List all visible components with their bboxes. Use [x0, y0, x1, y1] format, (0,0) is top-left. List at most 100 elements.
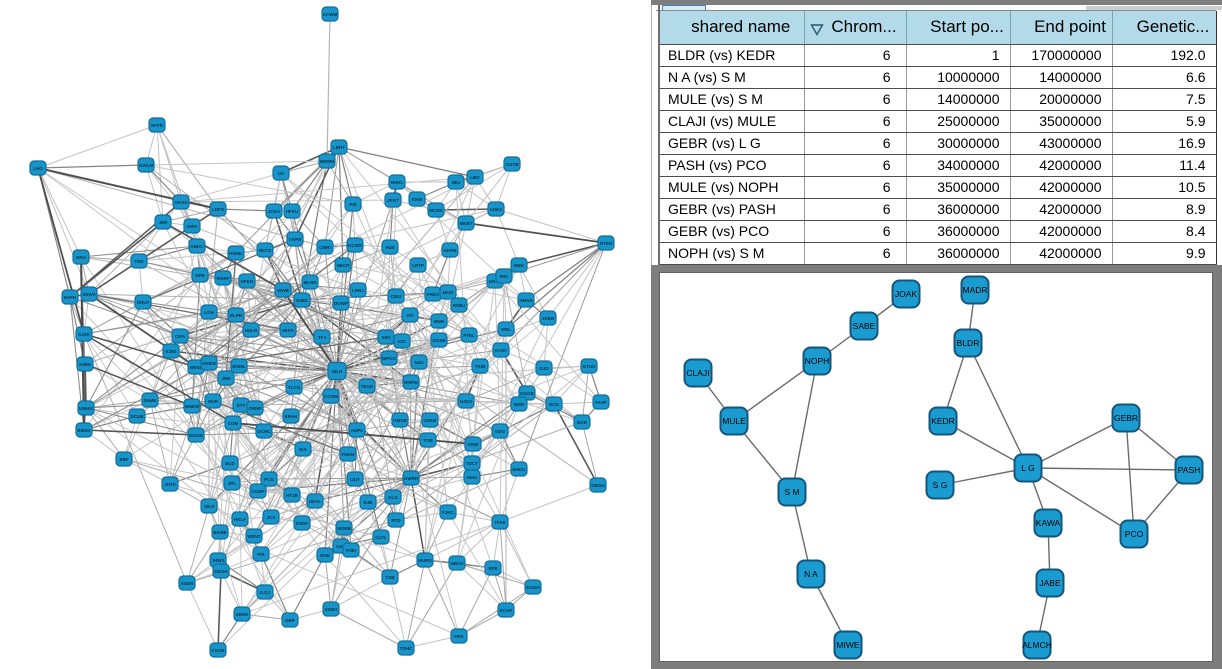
- svg-text:UMHG: UMHG: [79, 406, 93, 411]
- svg-text:OJG: OJG: [539, 366, 549, 371]
- svg-text:GMSB: GMSB: [393, 418, 407, 423]
- svg-text:MIWE: MIWE: [836, 640, 859, 650]
- svg-text:ERAH: ERAH: [285, 414, 298, 419]
- svg-text:WENT: WENT: [247, 534, 260, 539]
- svg-text:UILH: UILH: [332, 369, 343, 374]
- svg-text:JPL: JPL: [228, 481, 237, 486]
- svg-text:LBO: LBO: [470, 175, 480, 180]
- svg-text:MULE: MULE: [722, 416, 746, 426]
- svg-text:OGGB: OGGB: [520, 391, 535, 396]
- svg-text:TEUG: TEUG: [361, 384, 374, 389]
- svg-text:ILGJ: ILGJ: [260, 590, 270, 595]
- svg-text:GKPB: GKPB: [443, 248, 457, 253]
- svg-text:HUII: HUII: [386, 245, 395, 250]
- svg-text:NOPH: NOPH: [805, 356, 830, 366]
- svg-text:JGEB: JGEB: [542, 316, 555, 321]
- svg-text:KASC: KASC: [495, 348, 509, 353]
- svg-text:RKTS: RKTS: [259, 248, 271, 253]
- svg-text:KLO: KLO: [388, 495, 398, 500]
- svg-text:HJGS: HJGS: [460, 399, 472, 404]
- svg-text:TGHC: TGHC: [400, 646, 413, 651]
- svg-text:DPE: DPE: [195, 273, 204, 278]
- svg-text:TFAK: TFAK: [494, 520, 506, 525]
- svg-text:BNSL: BNSL: [190, 365, 203, 370]
- svg-text:HKLF: HKLF: [234, 517, 246, 522]
- svg-text:SGEH: SGEH: [181, 581, 194, 586]
- svg-text:GRAF: GRAF: [489, 279, 502, 284]
- svg-text:BKME: BKME: [213, 530, 226, 535]
- svg-text:EJB: EJB: [364, 500, 374, 505]
- svg-text:PCO: PCO: [1125, 529, 1144, 539]
- svg-text:CGEP: CGEP: [252, 489, 265, 494]
- svg-text:ALMCH: ALMCH: [1022, 640, 1052, 650]
- svg-text:NTEN: NTEN: [600, 241, 612, 246]
- svg-text:NHHL: NHHL: [391, 180, 404, 185]
- svg-text:SGEH: SGEH: [325, 607, 338, 612]
- svg-text:PIE: PIE: [349, 202, 356, 207]
- svg-text:MOBB: MOBB: [337, 526, 351, 531]
- svg-text:TND: TND: [134, 259, 144, 264]
- svg-text:KEDR: KEDR: [931, 416, 955, 426]
- svg-text:JOAK: JOAK: [895, 289, 918, 299]
- svg-text:DKOH: DKOH: [214, 569, 227, 574]
- svg-text:DCHC: DCHC: [258, 429, 272, 434]
- svg-text:MLND: MLND: [304, 280, 318, 285]
- svg-text:ECU: ECU: [549, 402, 559, 407]
- svg-text:JABE: JABE: [1039, 578, 1061, 588]
- svg-text:SEJI: SEJI: [204, 504, 214, 509]
- svg-text:TKBI: TKBI: [475, 364, 486, 369]
- svg-text:GTUO: GTUO: [583, 364, 596, 369]
- svg-text:IJUT: IJUT: [350, 477, 360, 482]
- svg-text:ODG: ODG: [495, 429, 506, 434]
- svg-text:GWRR: GWRR: [404, 476, 419, 481]
- svg-text:CIMJ: CIMJ: [391, 294, 402, 299]
- svg-text:FNKM: FNKM: [342, 452, 355, 457]
- svg-text:PASH: PASH: [1178, 465, 1201, 475]
- svg-text:KNW: KNW: [412, 197, 423, 202]
- svg-text:NMWH: NMWH: [320, 159, 335, 164]
- svg-text:PCG: PCG: [264, 477, 274, 482]
- svg-text:RFE: RFE: [489, 566, 498, 571]
- svg-text:DHD: DHD: [320, 553, 330, 558]
- svg-text:AKBW: AKBW: [202, 361, 217, 366]
- svg-text:ADEA: ADEA: [490, 207, 504, 212]
- svg-text:WEK: WEK: [514, 263, 525, 268]
- svg-text:EIA: EIA: [299, 447, 307, 452]
- svg-text:RNPW: RNPW: [404, 380, 419, 385]
- svg-text:FJKC: FJKC: [442, 510, 455, 515]
- svg-text:WOSK: WOSK: [189, 433, 204, 438]
- svg-text:NBCH: NBCH: [451, 561, 464, 566]
- svg-text:UDAL: UDAL: [309, 499, 322, 504]
- svg-text:PRK: PRK: [454, 634, 464, 639]
- svg-text:IONE: IONE: [467, 442, 478, 447]
- svg-text:SABE: SABE: [853, 321, 876, 331]
- svg-text:S G: S G: [933, 480, 948, 490]
- svg-text:CLAJI: CLAJI: [686, 368, 709, 378]
- svg-text:DTT: DTT: [237, 403, 246, 408]
- svg-text:HTJB: HTJB: [286, 493, 299, 498]
- svg-text:JHTK: JHTK: [164, 482, 177, 487]
- svg-text:WWB: WWB: [277, 288, 289, 293]
- svg-text:KCAP: KCAP: [500, 608, 513, 613]
- svg-text:GWLM: GWLM: [139, 163, 153, 168]
- svg-text:HMNS: HMNS: [519, 298, 532, 303]
- svg-text:LRRJ: LRRJ: [352, 288, 364, 293]
- svg-text:RGRF: RGRF: [217, 276, 230, 281]
- svg-text:MKBT: MKBT: [460, 221, 473, 226]
- svg-text:DSDF: DSDF: [296, 521, 309, 526]
- svg-text:JNN: JNN: [221, 376, 230, 381]
- svg-text:MNEW: MNEW: [185, 404, 200, 409]
- svg-text:EFFR: EFFR: [151, 123, 163, 128]
- svg-text:NAFH: NAFH: [64, 295, 77, 300]
- svg-text:GWA: GWA: [187, 224, 198, 229]
- svg-text:HUR: HUR: [208, 399, 218, 404]
- svg-text:LDFO: LDFO: [212, 207, 225, 212]
- svg-text:NIMN: NIMN: [79, 362, 91, 367]
- svg-text:HFKU: HFKU: [286, 209, 299, 214]
- svg-text:CMRI: CMRI: [319, 245, 331, 250]
- svg-text:PJEI: PJEI: [346, 548, 356, 553]
- svg-text:TSB: TSB: [386, 575, 396, 580]
- svg-text:HECR: HECR: [337, 263, 351, 268]
- svg-text:EIMD: EIMD: [296, 298, 308, 303]
- svg-text:GOSB: GOSB: [432, 338, 446, 343]
